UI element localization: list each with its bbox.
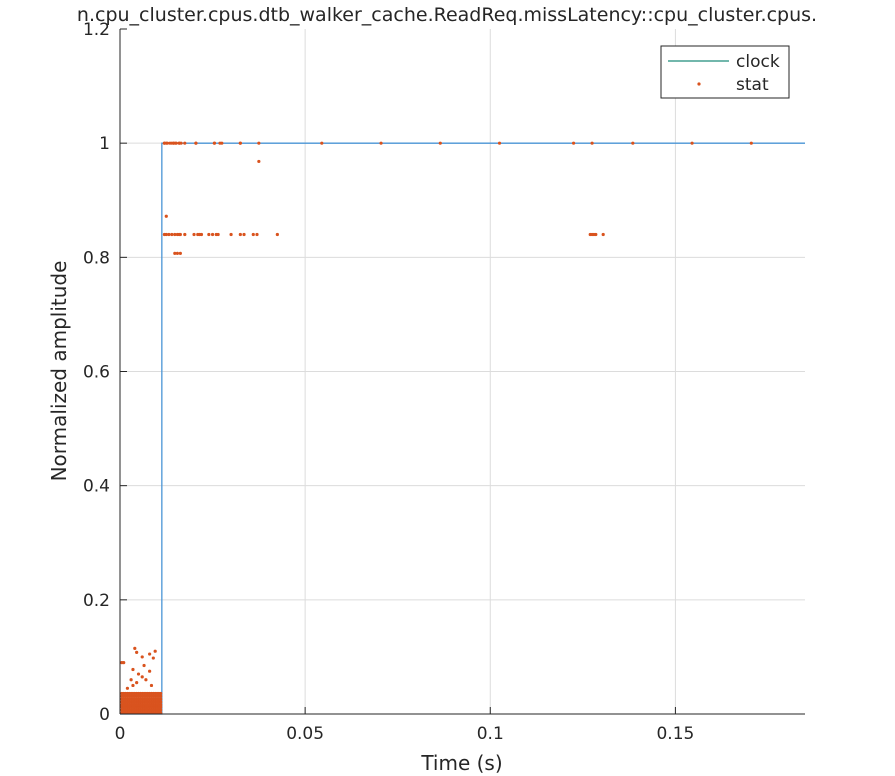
stat-point (220, 141, 224, 145)
axes (119, 28, 805, 715)
stat-point (149, 683, 154, 688)
stat-point (210, 232, 215, 237)
stat-point (178, 251, 182, 255)
stat-point (238, 141, 242, 145)
stat-point (238, 232, 242, 237)
stat-point (148, 652, 152, 656)
stat-point (162, 141, 167, 145)
stat-point (159, 694, 163, 698)
stat-point (257, 159, 261, 164)
stat-point (183, 232, 187, 237)
stat-point (194, 141, 198, 145)
stat-point (207, 232, 211, 237)
stat-point (142, 663, 146, 668)
stat-point (379, 141, 383, 145)
stat-point (255, 232, 259, 237)
stat-point (242, 232, 246, 237)
stat-point (164, 214, 168, 218)
stat-point (173, 232, 177, 237)
stat-point (257, 141, 261, 145)
legend-clock-label: clock (736, 52, 780, 72)
stat-point (136, 672, 141, 676)
stat-point (151, 656, 155, 660)
x-tick-label: 0.1 (477, 724, 504, 744)
stat-point (177, 141, 181, 145)
stat-point (275, 232, 279, 237)
stat-point (159, 705, 163, 709)
stat-point (594, 232, 598, 237)
stat-point (199, 232, 204, 237)
stat-point (438, 141, 442, 145)
stat-point (159, 703, 163, 707)
stat-point (749, 141, 753, 145)
x-tick-label: 0.05 (286, 724, 324, 744)
x-tick-label: 0.15 (656, 724, 694, 744)
stat-point (229, 232, 233, 237)
stat-point (140, 655, 144, 659)
stat-point (135, 650, 139, 654)
y-tick-label: 0.2 (83, 591, 110, 611)
tick-labels: 0 0.05 0.1 0.15 0 0.2 0.4 0.6 0.8 1 1.2 (83, 20, 694, 744)
stat-point (133, 646, 137, 650)
legend-box (660, 45, 790, 99)
stat-point (164, 232, 168, 237)
legend: clock stat (660, 45, 790, 99)
stat-point (131, 683, 135, 688)
stat-point (165, 141, 169, 145)
stat-point (216, 232, 220, 237)
stat-point (212, 141, 217, 145)
stat-point (497, 141, 502, 145)
stat-point (571, 141, 576, 145)
stat-point (601, 232, 605, 237)
stat-point (135, 681, 139, 685)
stat-point (144, 678, 148, 682)
stat-point (125, 686, 130, 690)
series-stat (120, 141, 753, 715)
stat-point (183, 141, 187, 145)
stat-point (690, 141, 694, 145)
x-tick-label: 0 (115, 724, 126, 744)
stat-point (175, 251, 179, 255)
stat-point (320, 141, 324, 145)
y-axis-label: Normalized amplitude (47, 261, 71, 482)
stat-point (140, 675, 144, 679)
stat-point (159, 708, 163, 712)
legend-stat-label: stat (736, 75, 769, 95)
stat-point (153, 649, 157, 653)
y-tick-label: 1 (99, 134, 110, 154)
stat-point (174, 141, 178, 145)
x-axis-label: Time (s) (420, 751, 502, 775)
stat-point (129, 678, 133, 682)
stat-point (170, 232, 174, 237)
stat-point (122, 661, 126, 665)
stat-point (159, 700, 163, 704)
stat-point (251, 232, 255, 237)
y-tick-label: 0.4 (83, 477, 110, 497)
y-tick-label: 0.8 (83, 248, 110, 268)
stat-point (167, 232, 171, 237)
y-tick-label: 0.6 (83, 363, 110, 383)
stat-point (131, 667, 135, 672)
stat-point (192, 232, 196, 237)
y-tick-label: 0 (99, 705, 110, 725)
stat-point (178, 232, 182, 237)
stat-point (159, 691, 163, 696)
y-tick-label: 1.2 (83, 20, 110, 40)
stat-point (173, 251, 177, 255)
chart-title: n.cpu_cluster.cpus.dtb_walker_cache.Read… (77, 4, 817, 26)
stat-point (159, 697, 163, 701)
stat-point (172, 141, 176, 145)
stat-point (631, 141, 635, 145)
stat-point (148, 669, 152, 673)
stat-point (590, 141, 594, 145)
legend-stat-swatch (697, 82, 701, 86)
